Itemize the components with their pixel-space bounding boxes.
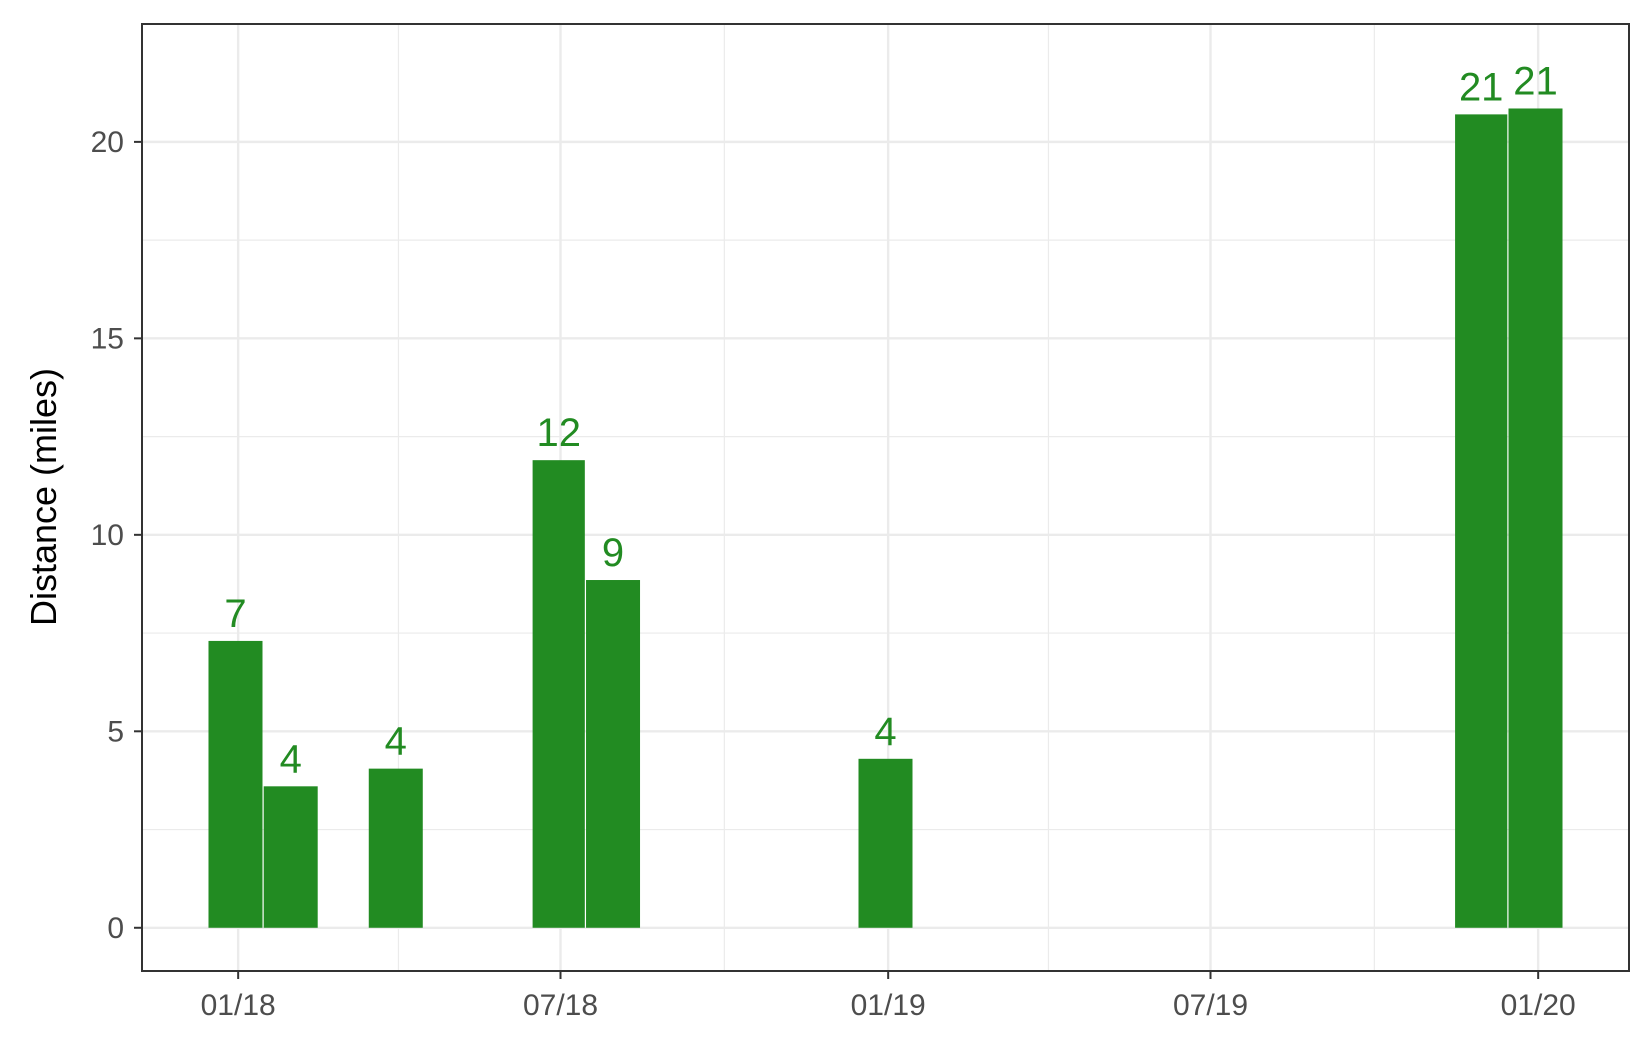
bar xyxy=(586,580,641,928)
bar-value-label: 4 xyxy=(874,710,896,754)
y-axis: 0 5 10 15 20 xyxy=(91,126,142,945)
x-tick-label: 01/19 xyxy=(851,989,926,1022)
bar xyxy=(1455,114,1508,928)
x-tick-label: 01/18 xyxy=(201,989,276,1022)
panel-border xyxy=(141,23,1630,972)
bar xyxy=(208,640,263,928)
bar-value-label: 4 xyxy=(280,737,302,781)
bar-value-label: 21 xyxy=(1459,65,1504,109)
y-tick-label: 15 xyxy=(91,322,124,355)
y-tick-label: 10 xyxy=(91,519,124,552)
bar-value-label: 7 xyxy=(224,592,246,636)
bar xyxy=(1508,108,1563,928)
bar xyxy=(368,768,423,928)
y-tick-label: 20 xyxy=(91,126,124,159)
y-tick-label: 5 xyxy=(107,715,124,748)
bar-value-label: 21 xyxy=(1513,59,1558,103)
x-axis: 01/18 07/18 01/19 07/19 01/20 xyxy=(201,971,1576,1022)
x-tick-label: 01/20 xyxy=(1501,989,1576,1022)
bar xyxy=(532,460,585,928)
bar-value-label: 12 xyxy=(536,411,581,455)
bar-value-label: 4 xyxy=(385,720,407,764)
bar-value-label: 9 xyxy=(602,531,624,575)
x-tick-label: 07/18 xyxy=(523,989,598,1022)
x-tick-label: 07/19 xyxy=(1173,989,1248,1022)
y-axis-title: Distance (miles) xyxy=(23,368,64,626)
bar-labels: 7 4 4 12 9 4 21 21 xyxy=(224,59,1557,781)
bar xyxy=(858,758,913,928)
bar xyxy=(263,786,318,928)
y-tick-label: 0 xyxy=(107,912,124,945)
bars xyxy=(208,108,1563,928)
